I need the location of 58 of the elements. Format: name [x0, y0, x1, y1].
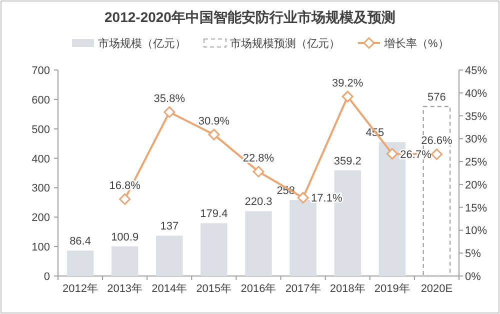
data-label: 39.2%	[332, 78, 364, 90]
y2-tick-label: 25%	[465, 156, 488, 169]
bar	[245, 211, 272, 276]
bar	[111, 246, 138, 276]
x-tick-label: 2012年	[62, 283, 98, 295]
point	[164, 106, 176, 118]
data-label: 576	[428, 91, 446, 104]
point	[430, 148, 442, 160]
data-label: 359.2	[334, 155, 362, 168]
data-label: 26.6%	[421, 135, 453, 148]
bar	[66, 250, 94, 276]
data-label: 86.4	[70, 236, 91, 248]
y2-tick-label: 20%	[465, 179, 488, 192]
data-label: 35.8%	[154, 93, 186, 106]
y2-tick-label: 30%	[465, 134, 488, 146]
bar	[156, 236, 183, 276]
point	[342, 90, 354, 102]
x-tick-label: 2015年	[196, 283, 232, 295]
data-label: 220.3	[244, 196, 272, 208]
y-tick-label: 300	[32, 182, 50, 195]
chart-title: 2012-2020年中国智能安防行业市场规模及预测	[104, 9, 396, 25]
data-label: 179.4	[200, 208, 228, 220]
y-tick-label: 200	[32, 212, 50, 224]
y-tick-label: 400	[32, 153, 50, 166]
bar	[290, 200, 316, 276]
y-tick-label: 0	[44, 271, 50, 283]
point	[297, 192, 309, 204]
x-tick-label: 2013年	[107, 283, 143, 295]
y2-tick-label: 40%	[465, 88, 488, 100]
y2-tick-label: 45%	[465, 65, 488, 77]
x-tick-label: 2016年	[240, 283, 276, 295]
bar	[200, 223, 228, 276]
data-label: 100.9	[111, 231, 139, 244]
x-tick-label: 2020E	[420, 283, 453, 295]
data-label: 22.8%	[242, 152, 274, 165]
point	[252, 166, 264, 178]
point	[386, 148, 398, 160]
point	[119, 193, 131, 205]
x-tick-label: 2019年	[374, 283, 410, 295]
legend-label: 市场规模（亿元）	[98, 37, 186, 50]
data-label: 137	[160, 220, 179, 233]
y-tick-label: 700	[32, 65, 50, 77]
y-tick-label: 500	[32, 124, 50, 136]
y-tick-label: 600	[32, 94, 50, 106]
point	[208, 128, 220, 140]
y-tick-label: 100	[32, 242, 50, 254]
x-tick-label: 2018年	[330, 283, 366, 295]
y2-tick-label: 35%	[465, 110, 488, 123]
x-tick-label: 2014年	[152, 283, 188, 295]
x-tick-label: 2017年	[285, 283, 321, 295]
legend-label: 市场规模预测（亿元）	[230, 37, 340, 50]
y2-tick-label: 15%	[465, 202, 488, 214]
y2-tick-label: 10%	[465, 225, 488, 238]
data-label: 30.9%	[198, 116, 230, 128]
legend-label: 增长率（%）	[383, 37, 449, 50]
y2-tick-label: 0%	[465, 271, 482, 283]
data-label: 17.1%	[311, 192, 342, 205]
y2-tick-label: 5%	[465, 248, 482, 260]
